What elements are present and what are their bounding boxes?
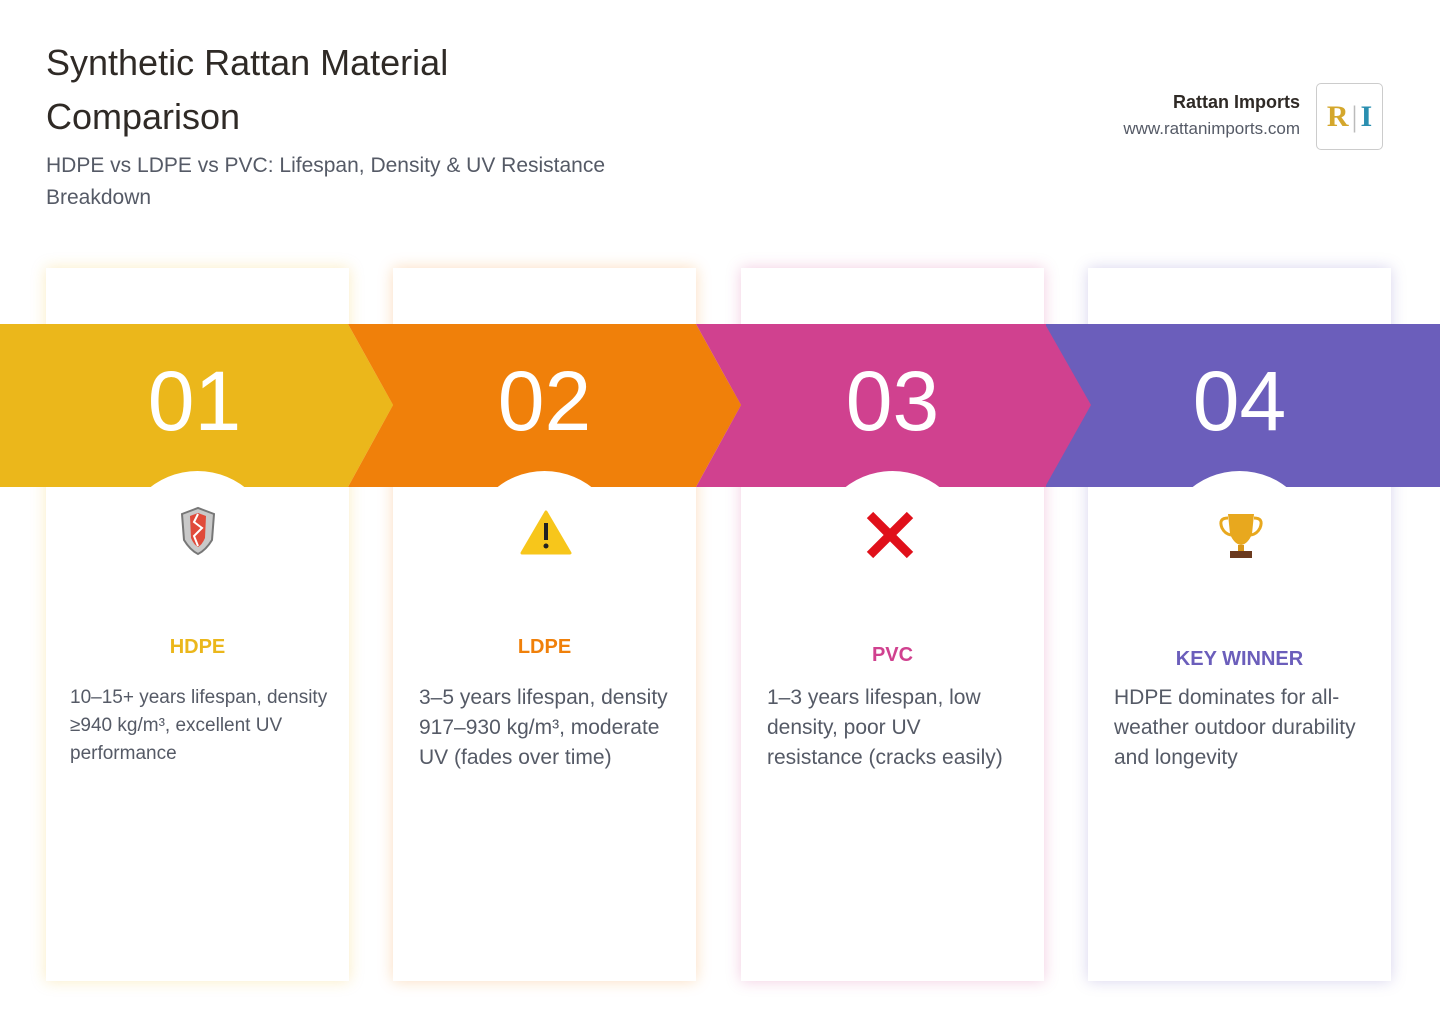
card-title: LDPE: [517, 636, 572, 658]
logo-divider: |: [1351, 99, 1358, 133]
card-title: PVC: [871, 644, 914, 666]
card-text: 3–5 years lifespan, density 917–930 kg/m…: [419, 686, 668, 769]
card-title: HDPE: [169, 636, 226, 658]
card: HDPE 10–15+ years lifespan, density ≥940 …: [46, 268, 349, 981]
chevron-tip: [695, 324, 741, 487]
title: Synthetic Rattan Material Comparison: [46, 42, 449, 137]
brand-url: www.rattanimports.com: [1123, 119, 1300, 138]
card-text: HDPE dominates for all-weather outdoor d…: [1114, 686, 1356, 769]
brand-name: Rattan Imports: [1172, 92, 1300, 112]
logo-letter: I: [1360, 99, 1373, 133]
card: LDPE 3–5 years lifespan, density 917–930 …: [393, 268, 696, 981]
logo: R | I: [1316, 83, 1383, 150]
logo-letter: R: [1326, 99, 1349, 133]
chevron-tip: [347, 324, 393, 487]
subtitle: HDPE vs LDPE vs PVC: Lifespan, Density &…: [46, 154, 606, 209]
card: PVC 1–3 years lifespan, low density, poor…: [741, 268, 1044, 981]
card-text: 10–15+ years lifespan, density ≥940 kg/m…: [70, 687, 328, 764]
card-title: KEY WINNER: [1175, 648, 1304, 670]
chevron-tip: [1045, 324, 1091, 487]
card-text: 1–3 years lifespan, low density, poor UV…: [767, 686, 1003, 769]
card: KEY WINNER HDPE dominates for all-weather…: [1088, 268, 1391, 981]
